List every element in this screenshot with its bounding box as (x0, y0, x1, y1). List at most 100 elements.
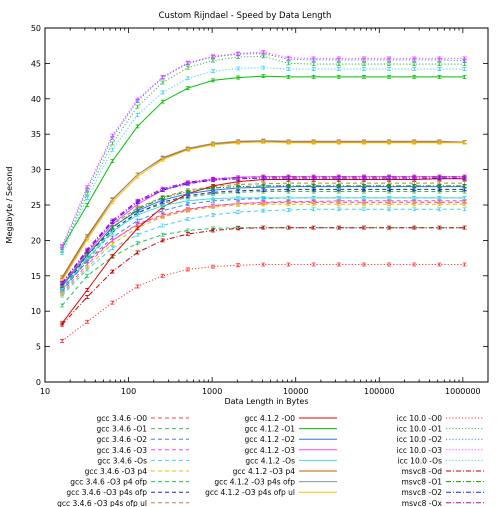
legend-entry: gcc 3.4.6 -O1 (97, 425, 189, 434)
x-tick-label: 100000 (364, 387, 395, 396)
data-point (60, 288, 65, 292)
legend-label: gcc 3.4.6 -O3 p4 ofp (70, 478, 147, 487)
data-point (311, 62, 316, 67)
legend-entry: msvc8 -O2 (401, 488, 484, 497)
data-point (311, 207, 316, 212)
data-point (361, 174, 366, 179)
legend-label: gcc 3.4.6 -O3 p4s ofp (66, 488, 147, 497)
data-point (311, 74, 316, 79)
series-22 (60, 225, 467, 327)
data-point (361, 74, 366, 79)
data-point (110, 269, 115, 274)
legend-label: gcc 3.4.6 -Os (97, 456, 147, 465)
data-point (210, 205, 215, 210)
data-point (412, 196, 417, 200)
series-line (61, 200, 465, 294)
data-point (60, 322, 65, 327)
data-point (437, 183, 442, 188)
data-point (185, 228, 190, 233)
data-point (387, 183, 392, 188)
legend-label: icc 10.0 -O3 (397, 446, 443, 455)
data-point (185, 86, 190, 91)
data-point (437, 56, 442, 61)
data-point (236, 66, 241, 71)
x-tick-label: 100 (121, 387, 136, 396)
data-point (110, 246, 115, 251)
data-point (336, 67, 341, 71)
data-point (437, 225, 442, 230)
data-point (336, 174, 341, 179)
x-axis-title: Data Length in Bytes (224, 397, 308, 406)
data-point (361, 183, 366, 188)
data-point (60, 303, 65, 308)
y-tick-label: 35 (31, 130, 41, 139)
series-19 (60, 51, 467, 250)
legend-entry: icc 10.0 -O0 (397, 414, 484, 423)
data-point (437, 174, 442, 179)
data-point (185, 65, 190, 70)
data-point (311, 67, 316, 71)
data-point (387, 225, 392, 230)
data-point (160, 273, 165, 278)
series-line (61, 51, 465, 247)
data-point (135, 250, 140, 255)
data-point (160, 80, 165, 85)
x-tick-label: 1000 (202, 387, 222, 396)
data-point (261, 50, 266, 54)
legend-label: gcc 4.1.2 -O0 (245, 414, 296, 423)
data-point (387, 62, 392, 67)
data-point (210, 264, 215, 269)
data-point (85, 185, 90, 190)
plot-frame (44, 27, 489, 383)
data-point (412, 67, 417, 71)
legend-entry: gcc 4.1.2 -O3 p4 (233, 467, 337, 476)
data-point (261, 202, 266, 207)
legend-entry: gcc 3.4.6 -O3 p4s ofp ul (57, 499, 189, 507)
legend-entry: gcc 4.1.2 -O2 (245, 435, 337, 444)
data-point (336, 56, 341, 61)
data-point (387, 74, 392, 79)
data-point (387, 262, 392, 267)
y-tick-label: 30 (31, 166, 41, 175)
data-point (261, 74, 266, 79)
data-point (412, 262, 417, 267)
series-line (61, 203, 465, 295)
data-point (361, 56, 366, 61)
data-point (286, 61, 291, 66)
data-point (336, 140, 341, 145)
data-point (185, 189, 190, 194)
data-point (336, 62, 341, 67)
legend-entry: gcc 3.4.6 -O3 p4 (85, 467, 189, 476)
data-point (135, 232, 140, 237)
legend-entry: gcc 3.4.6 -O0 (97, 414, 189, 423)
legend-entry: gcc 3.4.6 -O2 (97, 435, 189, 444)
series-10 (60, 74, 467, 250)
data-point (60, 280, 65, 285)
data-point (236, 203, 241, 207)
data-point (135, 97, 140, 102)
data-point (311, 262, 316, 267)
data-point (210, 213, 215, 217)
y-tick-label: 0 (36, 378, 41, 387)
data-point (135, 218, 140, 223)
data-point (135, 226, 140, 231)
legend-label: icc 10.0 -O0 (397, 414, 443, 423)
data-point (311, 202, 316, 207)
data-point (462, 262, 467, 267)
series-line (61, 264, 465, 342)
data-point (286, 202, 291, 207)
data-point (85, 319, 90, 324)
legend-label: msvc8 -Od (401, 467, 442, 476)
data-point (236, 226, 241, 231)
data-point (160, 74, 165, 79)
data-point (185, 208, 190, 213)
data-point (361, 207, 366, 212)
data-point (185, 180, 190, 185)
data-point (210, 142, 215, 147)
legend-entry: gcc 4.1.2 -O0 (245, 414, 337, 423)
data-point (60, 251, 65, 256)
data-point (110, 141, 115, 146)
legend-label: msvc8 -O1 (401, 478, 442, 487)
data-point (412, 225, 417, 230)
data-point (185, 202, 190, 207)
